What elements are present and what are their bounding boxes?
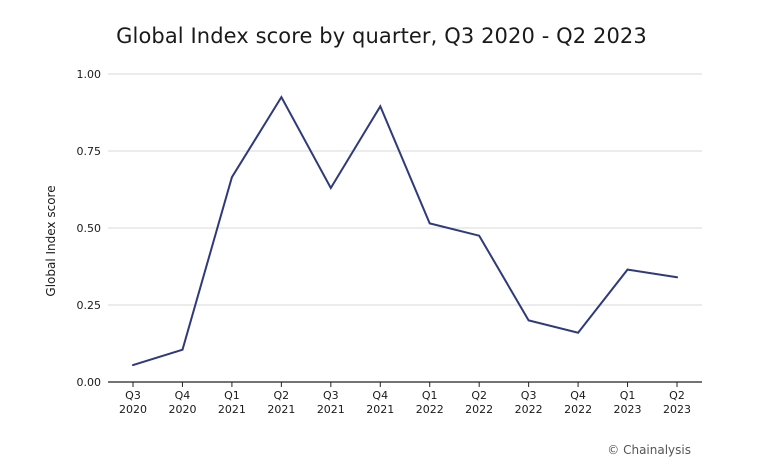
data-point [577, 331, 579, 334]
x-tick-label: Q3 2021 [317, 389, 345, 416]
data-point [676, 276, 678, 279]
data-point [132, 364, 134, 366]
x-tick-label: Q1 2021 [218, 389, 246, 416]
x-tick-label: Q3 2020 [119, 389, 147, 416]
chart-title: Global Index score by quarter, Q3 2020 -… [116, 24, 647, 48]
source-credit: © Chainalysis [607, 443, 691, 457]
x-tick-label: Q3 2022 [515, 389, 543, 416]
y-tick-label: 1.00 [77, 68, 102, 81]
data-point [280, 96, 283, 98]
data-point [527, 319, 530, 322]
y-axis-ticks: 0.00 0.25 0.50 0.75 1.00 [77, 68, 102, 389]
x-axis-ticks: Q3 2020 Q4 2020 Q1 2021 Q2 2021 Q3 2021 Q4 2021 Q1 20… [119, 382, 691, 416]
x-tick-label: Q1 2022 [416, 389, 444, 416]
data-point [428, 222, 431, 225]
y-axis-title: Global Index score [44, 185, 58, 296]
x-tick-label: Q4 2022 [564, 389, 592, 416]
data-point [330, 187, 332, 189]
y-tick-label: 0.00 [77, 376, 102, 389]
x-tick-label: Q4 2021 [366, 389, 394, 416]
x-tick-label: Q2 2022 [465, 389, 493, 416]
data-point [379, 105, 382, 108]
y-tick-label: 0.75 [77, 145, 102, 158]
series-layer [132, 95, 678, 367]
x-tick-label: Q4 2020 [168, 389, 196, 416]
x-tick-label: Q1 2023 [614, 389, 642, 416]
data-point [181, 348, 184, 351]
series-line [132, 95, 678, 367]
y-tick-label: 0.50 [77, 222, 102, 235]
data-point [231, 176, 233, 178]
gridlines [108, 73, 702, 306]
x-tick-label: Q2 2023 [663, 389, 691, 416]
x-tick-label: Q2 2021 [267, 389, 295, 416]
y-tick-label: 0.25 [77, 299, 102, 312]
data-point [478, 234, 480, 237]
data-point [626, 268, 629, 271]
